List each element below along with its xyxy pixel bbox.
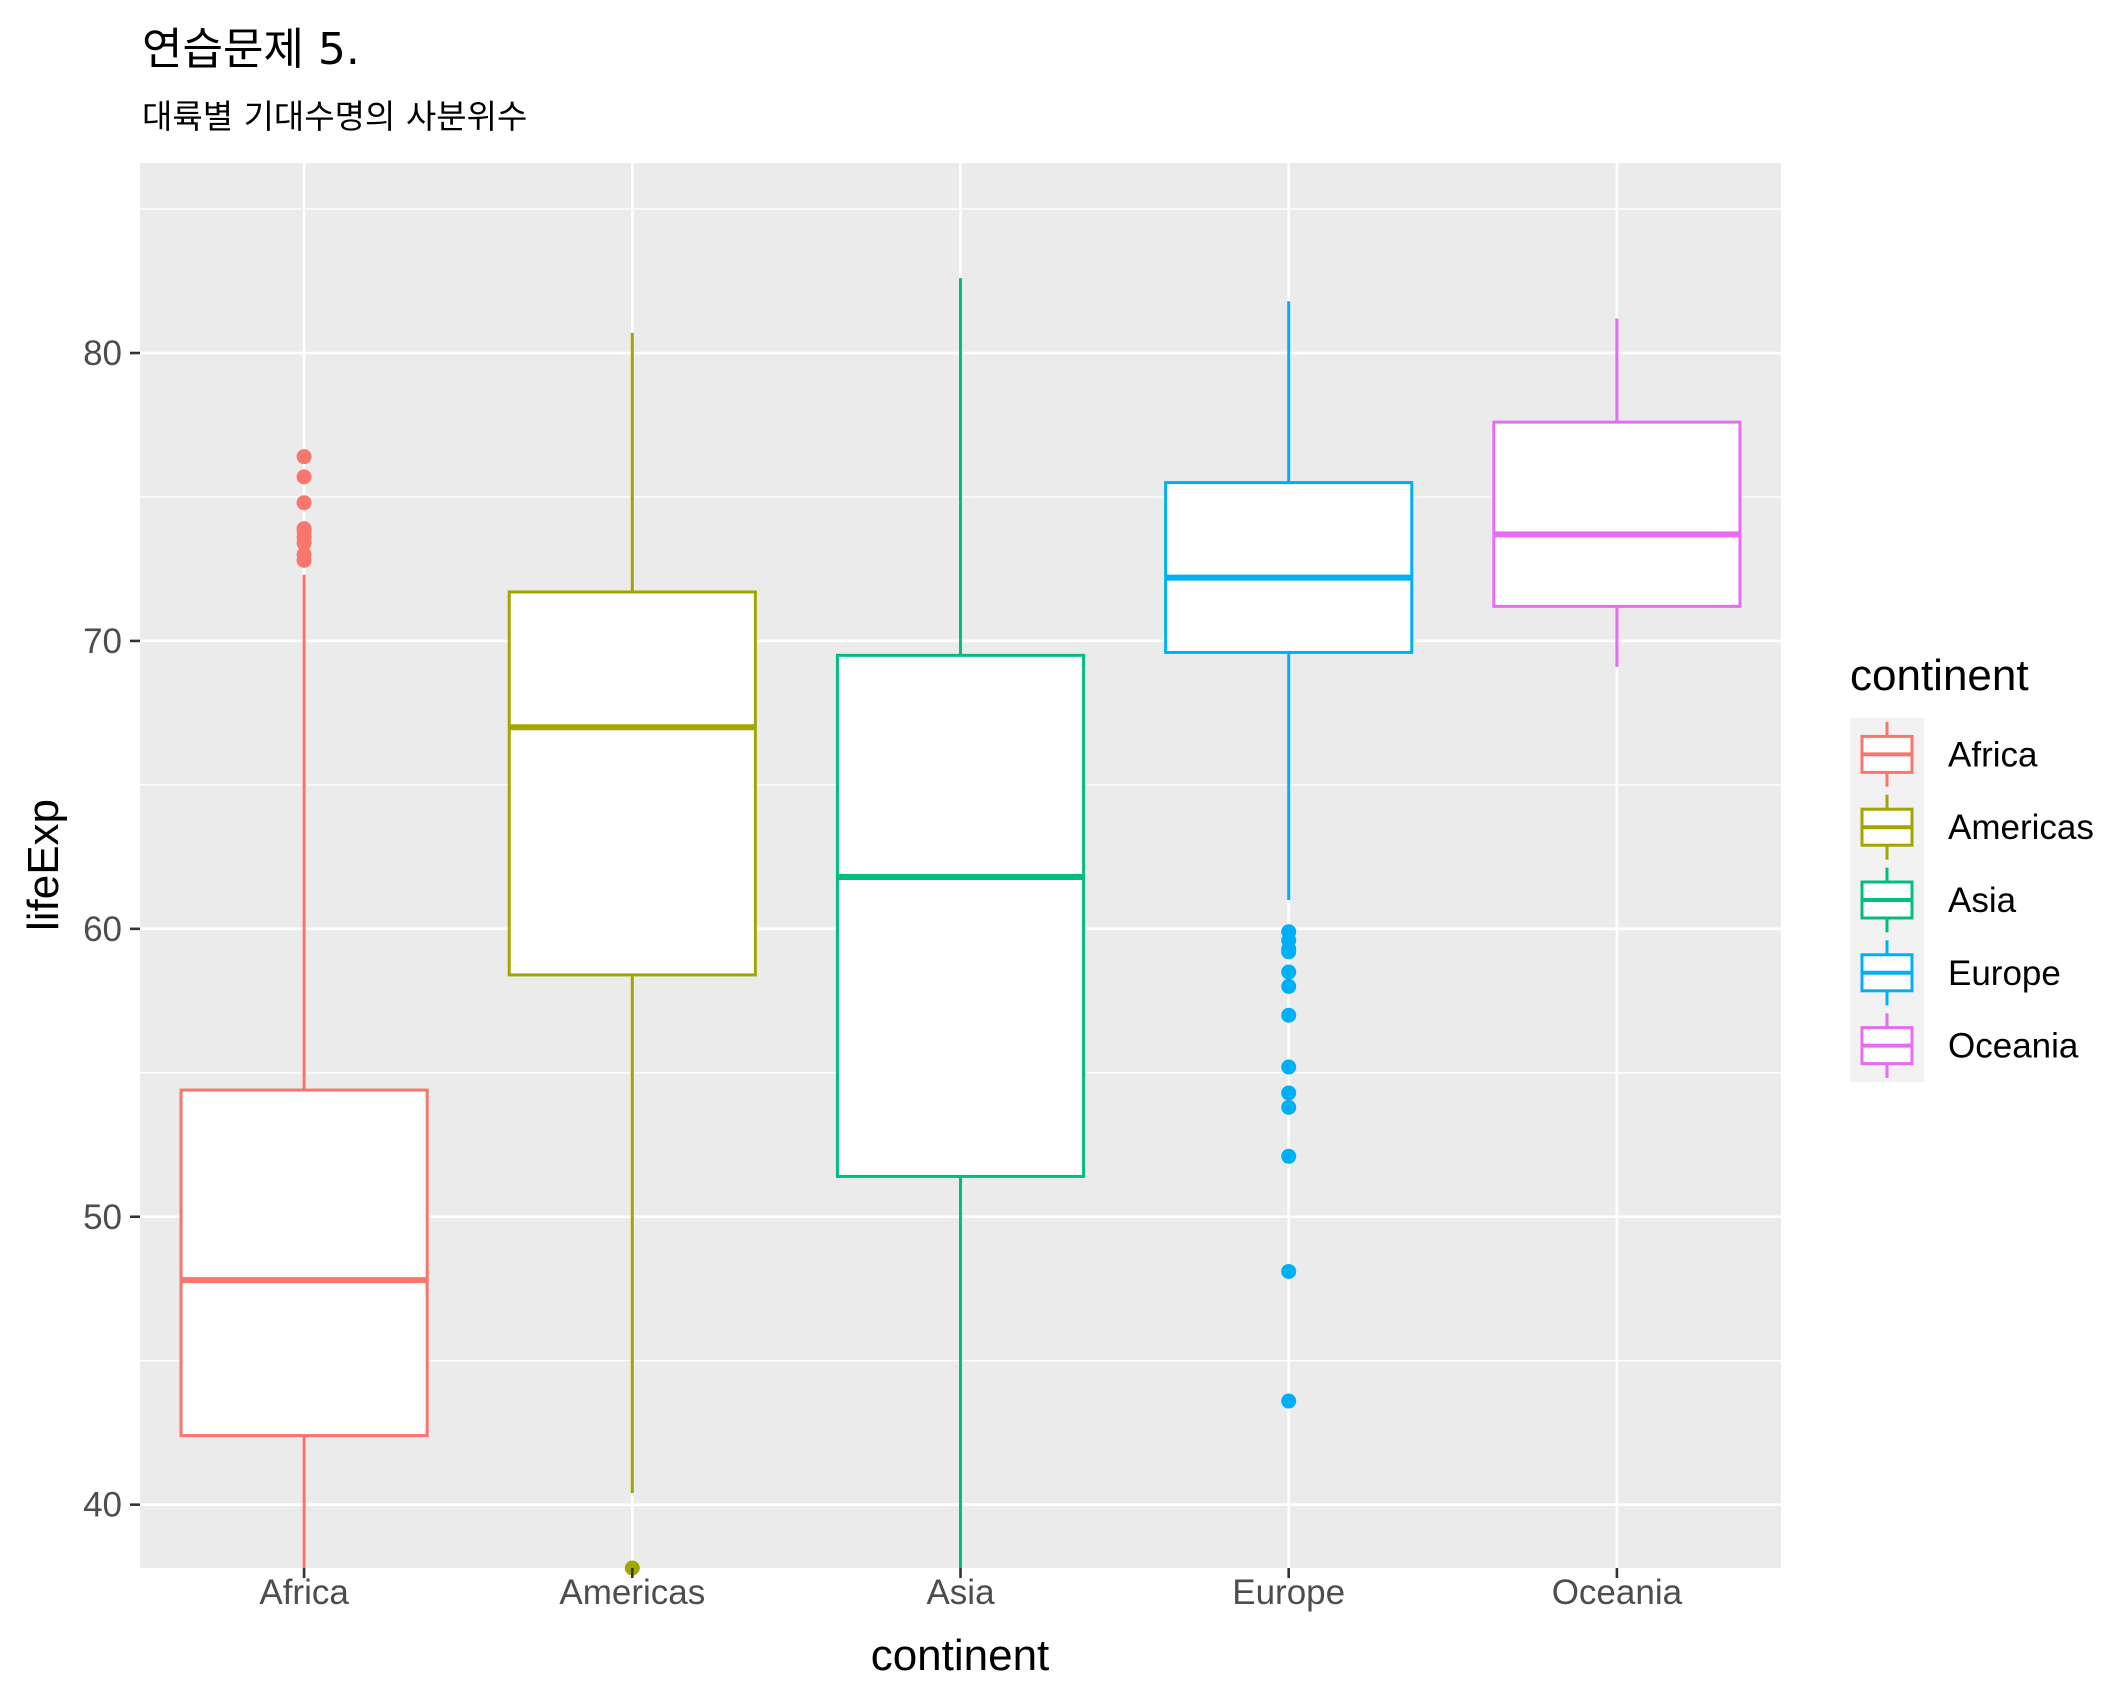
y-tick-label: 60: [83, 910, 122, 949]
iqr-box-africa: [179, 1088, 429, 1438]
box-asia: [835, 278, 1086, 1568]
boxes-layer: [179, 278, 1742, 1576]
outlier-point-europe: [1281, 978, 1297, 994]
legend-label: Europe: [1948, 954, 2061, 993]
box-africa: [179, 449, 429, 1568]
outlier-point-africa: [296, 495, 312, 511]
legend-item-africa: Africa: [1860, 722, 2038, 787]
legend: continent Africa Americas Asia Europe Oceani…: [1850, 651, 2094, 1082]
iqr-box-americas: [507, 590, 757, 977]
legend-item-europe: Europe: [1860, 940, 2061, 1006]
outlier-point-africa: [296, 469, 312, 485]
legend-item-oceania: Oceania: [1860, 1013, 2079, 1078]
y-tick-label: 80: [83, 334, 122, 373]
outlier-point-africa: [296, 547, 312, 563]
x-tick-label: Asia: [926, 1573, 995, 1612]
x-axis-label: continent: [871, 1631, 1050, 1680]
iqr-box-oceania: [1492, 420, 1742, 608]
outlier-point-africa: [296, 449, 312, 465]
x-tick-label: Americas: [559, 1573, 705, 1612]
y-tick-label: 40: [83, 1486, 122, 1525]
chart-title: 연습문제 5.: [142, 24, 360, 75]
x-axis-ticks: Africa Americas Asia Europe Oceania: [259, 1568, 1683, 1612]
box-europe: [1164, 301, 1414, 1409]
legend-item-americas: Americas: [1860, 794, 2094, 860]
box-americas: [507, 332, 757, 1576]
outlier-point-europe: [1281, 1059, 1297, 1075]
x-tick-label: Europe: [1232, 1573, 1345, 1612]
y-tick-label: 50: [83, 1198, 122, 1237]
iqr-box-europe: [1164, 481, 1414, 654]
outlier-point-europe: [1281, 1007, 1297, 1023]
legend-label: Americas: [1948, 808, 2094, 847]
x-tick-label: Oceania: [1552, 1573, 1683, 1612]
y-tick-label: 70: [83, 622, 122, 661]
legend-title: continent: [1850, 651, 2029, 700]
legend-label: Oceania: [1948, 1027, 2079, 1066]
x-tick-label: Africa: [259, 1573, 349, 1612]
outlier-point-africa: [296, 521, 312, 537]
legend-label: Asia: [1948, 881, 2017, 920]
outlier-point-europe: [1281, 1393, 1297, 1409]
outlier-point-europe: [1281, 944, 1297, 960]
box-oceania: [1492, 318, 1742, 667]
legend-label: Africa: [1948, 735, 2038, 774]
y-axis-label: lifeExp: [19, 799, 68, 931]
legend-item-asia: Asia: [1860, 867, 2017, 933]
outlier-point-europe: [1281, 964, 1297, 980]
outlier-point-europe: [1281, 1148, 1297, 1164]
iqr-box-asia: [835, 653, 1086, 1178]
y-axis-ticks: 40 50 60 70 80: [83, 334, 140, 1525]
outlier-point-europe: [1281, 1263, 1297, 1279]
outlier-point-europe: [1281, 1085, 1297, 1101]
chart-subtitle: 대륙별 기대수명의 사분위수: [142, 97, 527, 136]
outlier-point-europe: [1281, 1099, 1297, 1115]
